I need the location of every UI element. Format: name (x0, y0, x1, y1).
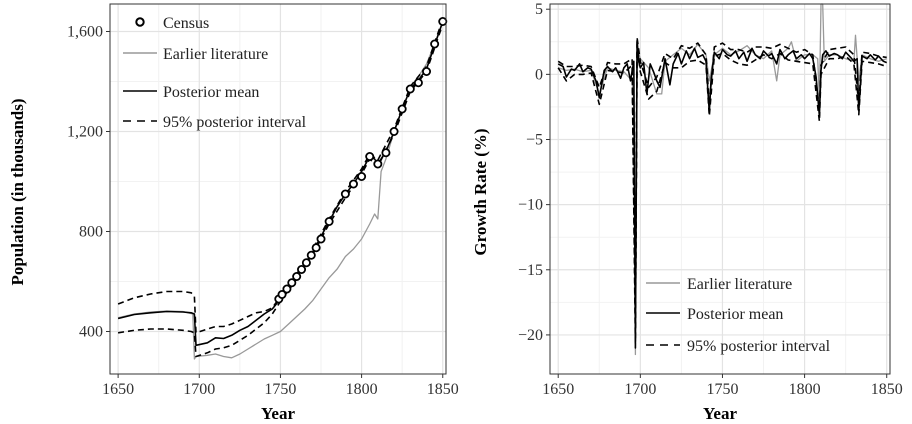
growth-y-tick-label: −20 (518, 327, 543, 344)
census-marker (430, 39, 440, 49)
population-legend: Census Earlier literature Posterior mean… (123, 15, 307, 131)
census-marker (301, 258, 311, 268)
population-series-95-posterior-interval-lower (117, 23, 444, 358)
population-x-axis-title: Year (261, 404, 295, 423)
growth-y-tick-label: −15 (518, 262, 543, 279)
census-marker (413, 78, 423, 88)
growth-x-ticks: 1650 1700 1750 1800 1850 (542, 374, 903, 398)
legend-census-marker (135, 17, 145, 27)
population-series-earlier-literature (117, 21, 444, 360)
census-marker (282, 284, 292, 294)
census-marker (365, 151, 375, 161)
census-marker (438, 16, 448, 26)
growth-x-tick-label: 1800 (789, 381, 821, 398)
census-marker (397, 104, 407, 114)
growth-series-95-posterior-interval-upper (557, 37, 887, 330)
growth-y-tick-label: 0 (535, 66, 543, 83)
growth-y-ticks: 5 0 −5 −10 −15 −20 (518, 1, 550, 344)
legend-posterior-interval-label: 95% posterior interval (687, 338, 831, 355)
population-x-tick-label: 1700 (183, 381, 215, 398)
growth-x-tick-label: 1750 (706, 381, 738, 398)
growth-series-posterior-mean (557, 39, 887, 343)
census-marker (405, 84, 415, 94)
population-census-markers (274, 16, 448, 304)
census-marker (381, 148, 391, 158)
growth-x-tick-label: 1700 (624, 381, 656, 398)
growth-y-tick-label: 5 (535, 1, 543, 18)
legend-census-label: Census (163, 15, 209, 32)
growth-panel-border (549, 3, 891, 375)
population-y-tick-label: 1,600 (67, 24, 103, 41)
census-marker (348, 179, 358, 189)
growth-y-axis-title: Growth Rate (%) (471, 128, 490, 255)
population-x-tick-label: 1750 (264, 381, 296, 398)
legend-earlier-literature-label: Earlier literature (687, 276, 792, 293)
population-gridlines (110, 4, 446, 374)
growth-x-tick-label: 1850 (871, 381, 903, 398)
growth-y-tick-label: −10 (518, 197, 543, 214)
growth-rate-chart: 5 0 −5 −10 −15 −20 1650 1700 1750 1800 1850 Growt… (471, 1, 903, 423)
population-y-ticks: 400 800 1,200 1,600 (67, 24, 110, 341)
legend-earlier-literature-label: Earlier literature (163, 46, 268, 63)
growth-legend: Earlier literature Posterior mean 95% po… (646, 276, 831, 355)
population-y-tick-label: 800 (79, 224, 103, 241)
census-marker (373, 159, 383, 169)
census-marker (306, 250, 316, 260)
population-x-tick-label: 1650 (102, 381, 134, 398)
population-x-ticks: 1650 1700 1750 1800 1850 (102, 374, 459, 398)
census-marker (287, 278, 297, 288)
growth-x-axis-title: Year (703, 404, 737, 423)
census-marker (340, 189, 350, 199)
legend-posterior-mean-label: Posterior mean (163, 84, 259, 101)
growth-series-95-posterior-interval-lower (557, 43, 887, 349)
population-plot-background (110, 4, 446, 374)
growth-series-group (557, 3, 887, 356)
census-marker (357, 171, 367, 181)
growth-x-tick-label: 1650 (542, 381, 574, 398)
census-marker (324, 216, 334, 226)
census-marker (311, 243, 321, 253)
census-marker (277, 289, 287, 299)
legend-posterior-interval-label: 95% posterior interval (163, 114, 307, 131)
census-marker (422, 67, 432, 77)
census-marker (316, 234, 326, 244)
population-x-tick-label: 1800 (346, 381, 378, 398)
population-y-axis-title: Population (in thousands) (8, 98, 27, 285)
population-chart: 400 800 1,200 1,600 1650 1700 1750 1800 1850 Po… (8, 3, 459, 423)
census-marker (292, 271, 302, 281)
population-x-tick-label: 1850 (427, 381, 459, 398)
population-y-tick-label: 1,200 (67, 124, 103, 141)
census-marker (297, 264, 307, 274)
growth-y-tick-label: −5 (526, 131, 543, 148)
population-y-tick-label: 400 (79, 324, 103, 341)
legend-posterior-mean-label: Posterior mean (687, 306, 783, 323)
population-panel-border (109, 3, 447, 375)
census-marker (389, 127, 399, 137)
